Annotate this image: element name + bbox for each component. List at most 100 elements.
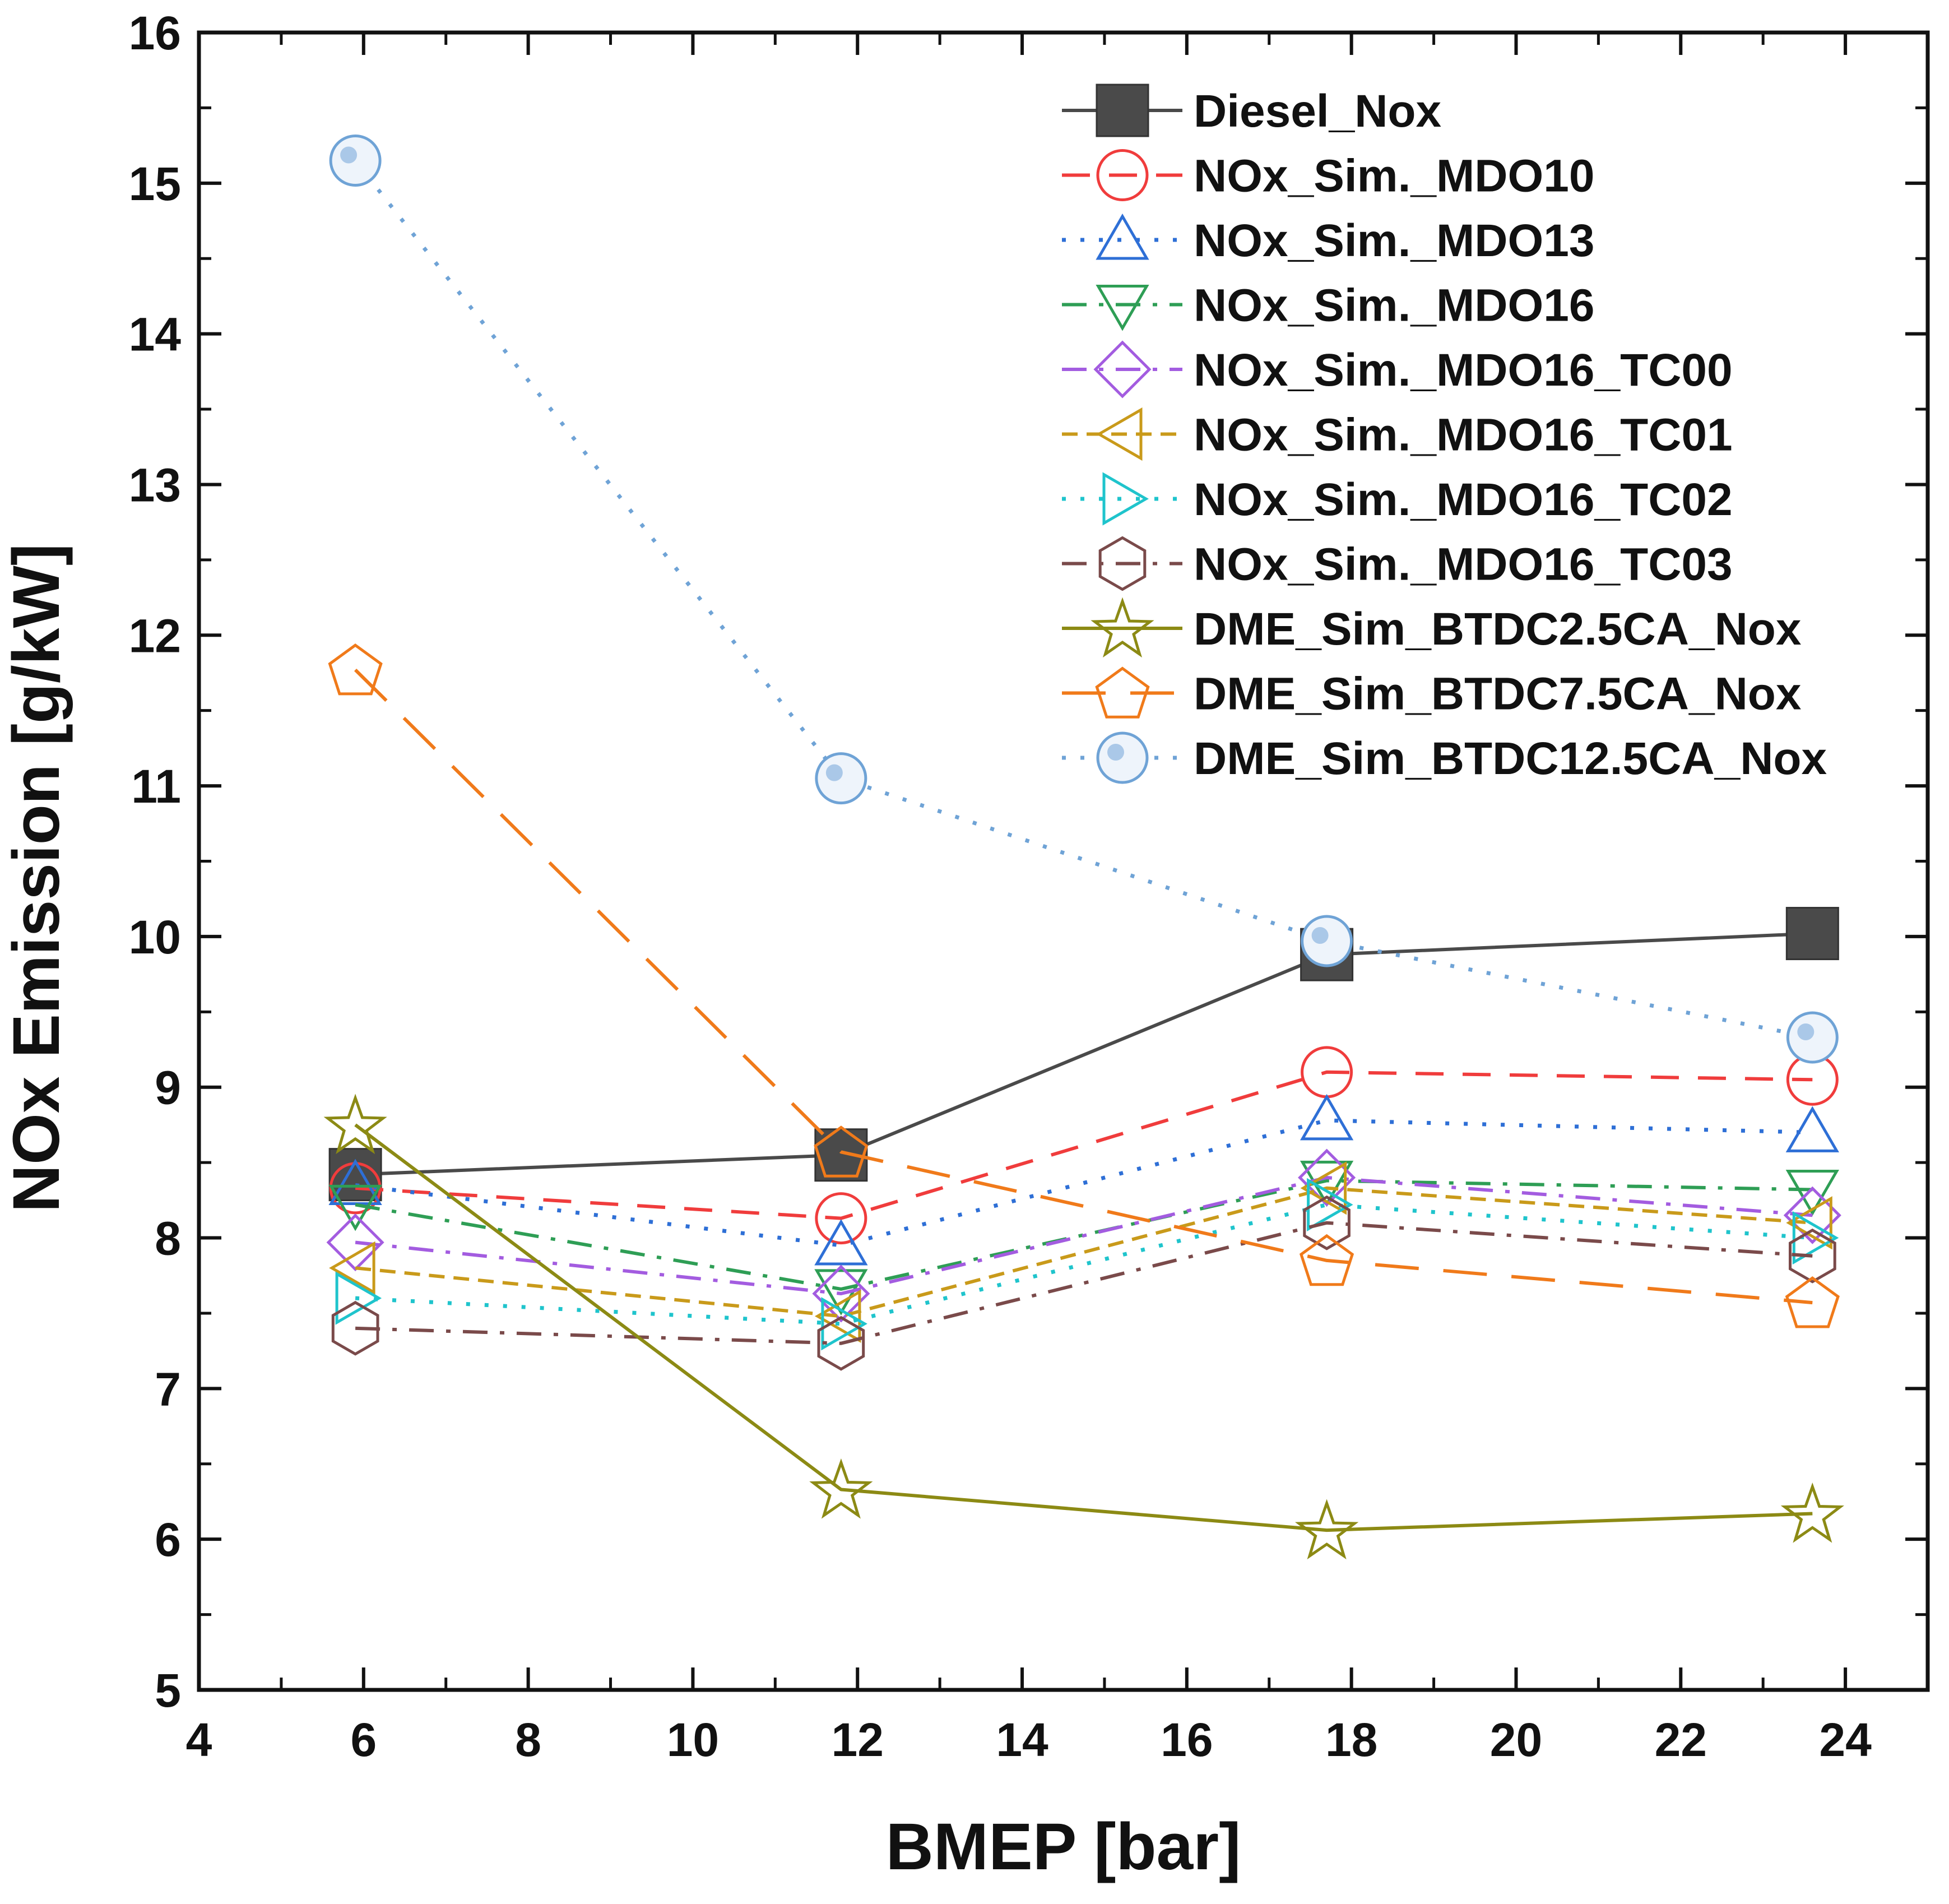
marker-dot (825, 764, 843, 781)
data-point (1789, 1228, 1836, 1284)
series-line (355, 1176, 1813, 1295)
data-point (812, 1264, 870, 1323)
data-point (1785, 1170, 1839, 1216)
data-point (1786, 1196, 1832, 1250)
data-point (328, 643, 383, 696)
legend-entry: DME_Sim_BTDC12.5CA_Nox (1062, 731, 1827, 784)
data-point (1303, 1195, 1351, 1250)
x-tick-label: 6 (350, 1713, 377, 1766)
legend-marker (1102, 472, 1149, 526)
marker-ring (815, 752, 867, 805)
series-line (355, 932, 1813, 1176)
series-DME_Sim_BTDC7.5CA_Nox (328, 643, 1840, 1328)
marker-dot (1797, 1023, 1815, 1041)
x-axis-title: BMEP [bar] (886, 1810, 1241, 1884)
y-tick-label: 5 (155, 1664, 181, 1717)
series-NOx_Sim._MDO16_TC03 (331, 1195, 1836, 1371)
series-NOx_Sim._MDO16_TC01 (329, 1161, 1832, 1343)
x-tick-label: 10 (667, 1713, 719, 1766)
x-tick-label: 4 (186, 1713, 212, 1766)
data-point (817, 1315, 865, 1371)
series-Diesel_Nox (328, 907, 1839, 1202)
legend-label: NOx_Sim._MDO10 (1194, 151, 1595, 202)
legend-entry: Diesel_Nox (1062, 84, 1441, 137)
marker-ring (1301, 915, 1353, 967)
data-point (1294, 1499, 1359, 1560)
y-tick-label: 12 (129, 609, 181, 662)
data-point (1785, 907, 1839, 961)
data-point (815, 1192, 867, 1245)
axes: 4 6 8 10 12 14 16 18 20 22 24 5 6 7 8 9 10 11 12 13 14 15 16 (129, 7, 1930, 1766)
series-line (354, 1123, 1813, 1532)
legend-entry: NOx_Sim._MDO16_TC00 (1062, 340, 1733, 399)
legend-entry: NOx_Sim._MDO16_TC01 (1062, 407, 1733, 461)
y-tick-label: 13 (129, 458, 181, 511)
series-NOx_Sim._MDO16_TC02 (335, 1178, 1839, 1351)
marker-ring (1786, 1011, 1839, 1064)
marker-ring (1096, 731, 1149, 784)
legend-label: NOx_Sim._MDO16 (1194, 280, 1595, 331)
legend-marker (1096, 731, 1149, 784)
legend-entry: DME_Sim_BTDC2.5CA_Nox (1062, 597, 1802, 658)
x-tick-label: 8 (515, 1713, 541, 1766)
y-tick-label: 8 (155, 1212, 181, 1265)
y-tick-label: 11 (131, 760, 181, 813)
data-point (1785, 1106, 1839, 1152)
data-point (809, 1458, 873, 1519)
marker-dot (1107, 744, 1124, 761)
y-tick-label: 15 (129, 157, 181, 210)
series-DME_Sim_BTDC12.5CA_Nox (329, 134, 1839, 1064)
marker-ring (329, 134, 382, 187)
legend-marker (1096, 285, 1149, 331)
legend-marker (1098, 536, 1147, 591)
x-tick-label: 22 (1655, 1713, 1707, 1766)
y-tick-label: 16 (129, 7, 181, 59)
legend-marker (1096, 84, 1149, 137)
marker-dot (340, 146, 358, 164)
x-tick-label: 12 (832, 1713, 884, 1766)
legend-entry: DME_Sim_BTDC7.5CA_Nox (1062, 666, 1802, 720)
y-tick-label: 6 (155, 1513, 181, 1566)
series-line (355, 1186, 1813, 1318)
x-tick-label: 24 (1819, 1713, 1872, 1766)
y-tick-label: 14 (129, 308, 182, 361)
legend-marker (1095, 666, 1150, 719)
legend-label: DME_Sim_BTDC7.5CA_Nox (1194, 669, 1802, 720)
series-line (355, 1070, 1813, 1220)
legend-label: NOx_Sim._MDO16_TC02 (1194, 474, 1733, 525)
data-point (1780, 1482, 1844, 1543)
x-tick-label: 18 (1325, 1713, 1377, 1766)
legend-marker (1096, 407, 1143, 461)
data-point (1299, 1234, 1354, 1286)
data-point (328, 1184, 382, 1231)
legend-label: Diesel_Nox (1194, 86, 1441, 137)
legend-marker (1096, 213, 1149, 260)
data-point (1301, 915, 1353, 967)
data-point (814, 1219, 868, 1266)
legend-entry: NOx_Sim._MDO16 (1062, 280, 1595, 331)
data-point (323, 1094, 387, 1155)
data-point (814, 1289, 861, 1343)
legend-marker (1096, 149, 1149, 201)
data-point (814, 1125, 869, 1178)
legend-entry: NOx_Sim._MDO16_TC02 (1062, 472, 1733, 526)
series-line (355, 1202, 1813, 1326)
data-point (1307, 1178, 1353, 1232)
series-line (355, 1118, 1813, 1248)
data-point (1300, 1094, 1354, 1141)
plot-area (323, 134, 1844, 1560)
series-NOx_Sim._MDO16_TC00 (326, 1148, 1841, 1323)
y-tick-label: 10 (129, 911, 181, 963)
legend-label: NOx_Sim._MDO13 (1194, 215, 1595, 266)
plot-frame (197, 30, 1930, 1692)
data-point (1792, 1211, 1839, 1265)
legend: Diesel_Nox NOx_Sim._MDO10 NOx_Sim._MDO13 NO… (1062, 84, 1827, 784)
legend-entry: NOx_Sim._MDO13 (1062, 213, 1595, 266)
data-point (821, 1297, 867, 1351)
legend-entry: NOx_Sim._MDO16_TC03 (1062, 536, 1733, 591)
data-point (329, 134, 382, 187)
legend-marker (1090, 597, 1154, 658)
data-point (1300, 1161, 1347, 1215)
legend-label: DME_Sim_BTDC2.5CA_Nox (1194, 604, 1802, 655)
